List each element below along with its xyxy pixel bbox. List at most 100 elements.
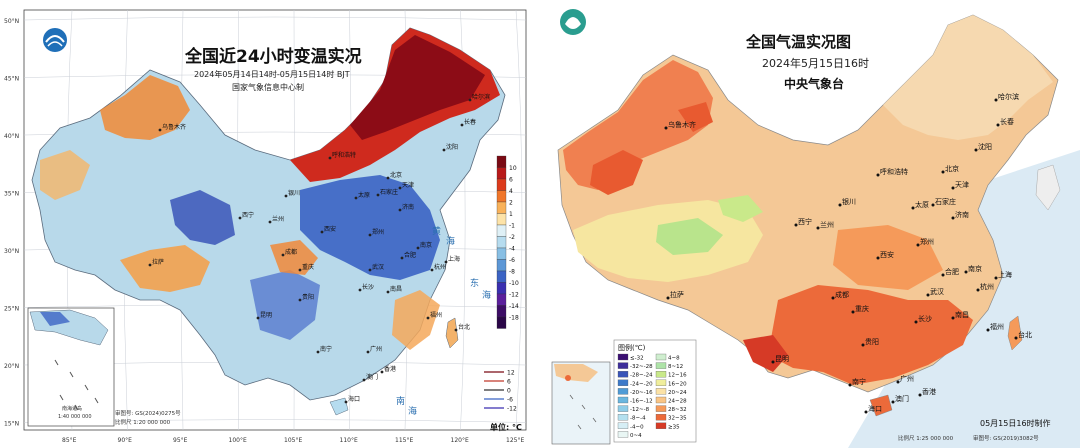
city-label: 福州 bbox=[990, 322, 1004, 331]
city-label: 郑州 bbox=[920, 238, 934, 246]
city-dot bbox=[916, 243, 920, 247]
city-label: 杭州 bbox=[980, 282, 994, 291]
hot-core-xinjiang bbox=[590, 150, 643, 195]
sea-label-south-1: 南 bbox=[396, 395, 405, 407]
legend-color-swatch bbox=[496, 155, 507, 168]
contour-legend-label: 12 bbox=[507, 370, 515, 377]
city-dot bbox=[794, 223, 798, 227]
hainan-island-right bbox=[869, 394, 893, 417]
city-label: 西宁 bbox=[798, 217, 812, 226]
inset-scale: 1:40 000 000 bbox=[58, 414, 92, 420]
city-dot bbox=[398, 186, 402, 190]
left-unit-label: 单位: °C bbox=[490, 422, 522, 432]
latitude-label: 25°N bbox=[4, 306, 19, 313]
city-dot bbox=[320, 230, 324, 234]
left-footer-approval: 审图号: GS(2024)0275号 bbox=[115, 409, 181, 417]
legend-label-left: -16~-12 bbox=[630, 399, 653, 405]
city-label: 合肥 bbox=[945, 267, 959, 276]
legend-color-swatch bbox=[496, 201, 507, 214]
city-label: 银川 bbox=[288, 189, 300, 197]
right-legend-items: ≤-32 -32~-28 -28~-24 -24~-20 -20~-16 -16~-12 -… bbox=[617, 353, 687, 439]
city-label: 南京 bbox=[420, 241, 432, 249]
contour-legend-label: -6 bbox=[507, 397, 513, 404]
legend-value-label: -10 bbox=[509, 280, 519, 287]
legend-color-swatch bbox=[496, 224, 507, 237]
longitude-label: 90°E bbox=[118, 437, 133, 444]
legend-color-swatch bbox=[496, 236, 507, 249]
legend-color-swatch bbox=[496, 305, 507, 318]
sea-label-yellow-2: 海 bbox=[446, 235, 455, 247]
city-label: 福州 bbox=[430, 311, 442, 319]
city-label: 西安 bbox=[880, 250, 894, 259]
legend-swatch-right bbox=[655, 388, 667, 395]
city-dot bbox=[861, 343, 865, 347]
longitude-label: 100°E bbox=[229, 437, 247, 444]
sea-label-yellow-1: 黄 bbox=[432, 225, 441, 237]
cma-logo bbox=[43, 28, 67, 52]
city-dot bbox=[344, 400, 348, 404]
warm-region-southeast bbox=[392, 290, 440, 350]
city-dot bbox=[976, 288, 980, 292]
city-dot bbox=[328, 156, 332, 160]
city-label: 长沙 bbox=[362, 283, 374, 291]
city-label: 长沙 bbox=[918, 314, 932, 323]
city-label: 武汉 bbox=[930, 287, 944, 296]
longitude-label: 85°E bbox=[62, 437, 77, 444]
city-dot bbox=[864, 410, 868, 414]
temperature-actual-map-panel: 哈尔滨 长春 沈阳 北京 天津 呼和浩特 石家庄 太原 济南 银川 兰州 西宁 郑州 西安 南京 合肥 上海 杭州… bbox=[548, 0, 1080, 448]
right-made-time: 05月15日16时制作 bbox=[980, 418, 1051, 428]
city-label: 呼和浩特 bbox=[880, 167, 908, 176]
latitude-label: 20°N bbox=[4, 363, 19, 370]
city-dot bbox=[238, 216, 242, 220]
city-label: 石家庄 bbox=[935, 197, 956, 206]
city-label: 广州 bbox=[900, 374, 914, 383]
city-dot bbox=[994, 276, 998, 280]
left-footer-scale: 比例尺 1:20 000 000 bbox=[115, 418, 171, 426]
city-label: 重庆 bbox=[302, 263, 314, 271]
right-footer-approval: 审图号: GS(2019)3082号 bbox=[973, 434, 1039, 442]
legend-swatch-right bbox=[655, 379, 667, 386]
city-dot bbox=[281, 253, 285, 257]
legend-swatch-left bbox=[617, 422, 629, 429]
sea-label-east-1: 东 bbox=[470, 277, 479, 289]
korea-peninsula bbox=[1035, 164, 1061, 211]
legend-swatch-left bbox=[617, 379, 629, 386]
south-china-sea-inset: 南海诸岛 1:40 000 000 bbox=[27, 307, 115, 427]
legend-label-right: 12~16 bbox=[668, 373, 687, 379]
hot-region-yunnan bbox=[743, 335, 788, 372]
city-label: 银川 bbox=[842, 197, 856, 206]
latitude-label: 40°N bbox=[4, 133, 19, 140]
legend-label-right: ≥35 bbox=[668, 424, 680, 430]
city-dot bbox=[426, 316, 430, 320]
city-dot bbox=[974, 148, 978, 152]
taiwan-island-right bbox=[1007, 315, 1023, 351]
temperature-change-map-panel: 黄 海 东 海 南 海 北京 天津 石家庄 济南 郑州 西安 成都 重庆 贵阳 昆明 南宁 广州 香港澳… bbox=[0, 0, 537, 448]
legend-swatch-left bbox=[617, 405, 629, 412]
city-dot bbox=[386, 176, 390, 180]
city-dot bbox=[386, 290, 390, 294]
city-dot bbox=[831, 296, 835, 300]
cold-region-south bbox=[250, 270, 320, 340]
city-label: 兰州 bbox=[272, 215, 284, 223]
city-label: 西宁 bbox=[242, 211, 254, 219]
city-dot bbox=[368, 233, 372, 237]
city-dot bbox=[951, 216, 955, 220]
right-footer-scale: 比例尺 1:25 000 000 bbox=[898, 434, 954, 442]
city-dot bbox=[316, 350, 320, 354]
city-label: 西安 bbox=[324, 225, 336, 233]
legend-label-right: 24~28 bbox=[668, 399, 687, 405]
city-dot bbox=[256, 316, 260, 320]
city-label: 香港 bbox=[384, 365, 396, 373]
city-label: 香港 bbox=[922, 387, 936, 396]
city-dot bbox=[926, 293, 930, 297]
city-dot bbox=[918, 393, 922, 397]
city-dot bbox=[951, 186, 955, 190]
city-dot bbox=[896, 380, 900, 384]
city-dot bbox=[816, 226, 820, 230]
city-label: 澳门 bbox=[366, 373, 378, 381]
legend-color-swatch bbox=[496, 259, 507, 272]
longitude-label: 95°E bbox=[173, 437, 188, 444]
legend-color-swatch bbox=[496, 213, 507, 226]
city-label: 郑州 bbox=[372, 228, 384, 236]
color-legend: 10 6 4 2 1 -1 -2 -4 -6 -8 -10 -12 -14 -18 bbox=[496, 155, 519, 329]
